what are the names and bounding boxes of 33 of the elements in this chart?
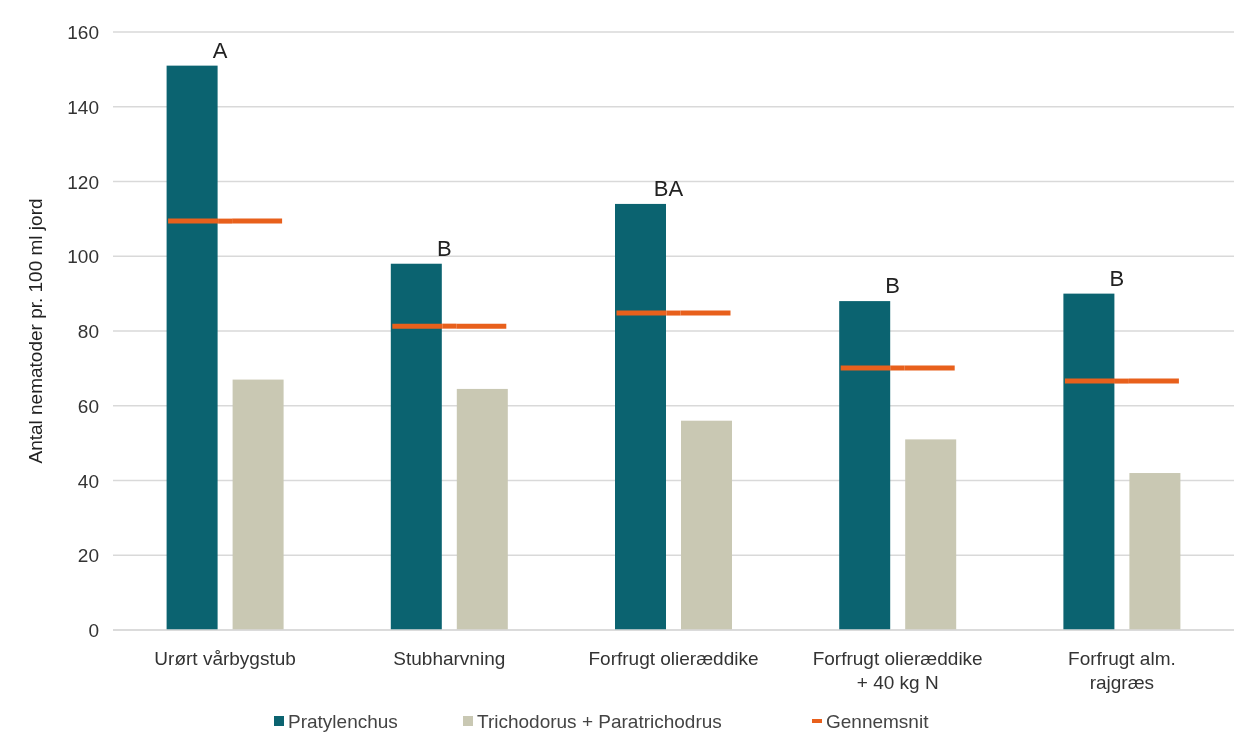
y-tick-label: 120 <box>67 171 99 193</box>
y-tick-label: 160 <box>67 22 99 43</box>
y-tick-label: 20 <box>77 545 99 567</box>
y-tick-label: 80 <box>77 321 99 342</box>
annotation: B <box>1109 265 1125 291</box>
bar <box>681 420 732 630</box>
legend-label: Pratylenchus <box>288 711 398 732</box>
bar <box>166 65 218 630</box>
bar <box>615 203 666 630</box>
annotation: BA <box>653 175 684 201</box>
bar <box>905 439 957 630</box>
y-tick-label: 40 <box>77 470 99 492</box>
x-tick-label: Forfrugt olieræddike <box>588 648 759 669</box>
bar <box>390 263 442 630</box>
bar <box>232 379 284 630</box>
x-tick-label: Forfrugt olieræddike + 40 kg N <box>812 648 983 693</box>
bar <box>1129 473 1181 630</box>
annotation: B <box>885 273 901 299</box>
x-tick-label: Urørt vårbygstub <box>154 648 296 669</box>
y-tick-label: 100 <box>67 246 99 268</box>
legend-label: Gennemsnit <box>826 711 930 732</box>
y-axis-title: Antal nematoder pr. 100 ml jord <box>25 198 46 464</box>
annotation: A <box>212 37 228 63</box>
bar <box>839 301 891 630</box>
annotation: B <box>436 235 452 261</box>
y-tick-label: 0 <box>88 620 99 641</box>
y-tick-label: 140 <box>67 96 99 118</box>
bar <box>456 388 508 630</box>
y-tick-label: 60 <box>77 395 99 417</box>
legend-label: Trichodorus + Paratrichodrus <box>477 711 722 732</box>
x-tick-label: Stubharvning <box>393 648 506 669</box>
bar <box>1063 293 1115 630</box>
x-tick-label: Forfrugt alm. rajgræs <box>1068 648 1176 693</box>
